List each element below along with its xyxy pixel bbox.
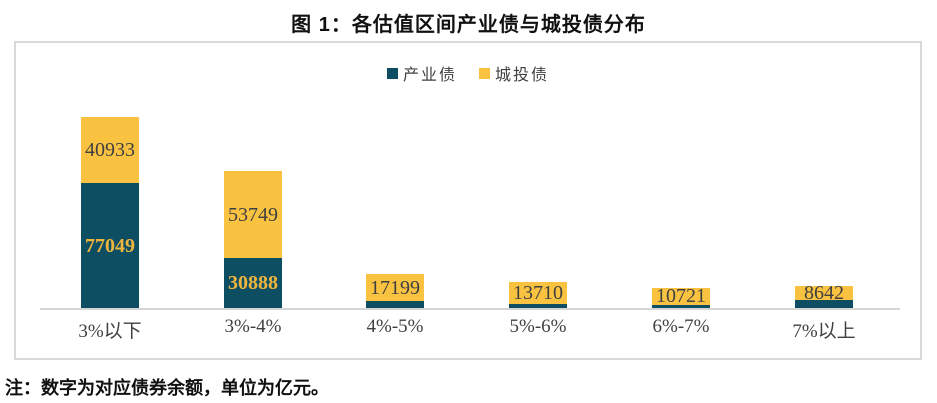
figure-title: 图 1：各估值区间产业债与城投债分布 (291, 14, 646, 36)
x-axis-label-7%以上: 7%以上 (792, 321, 856, 342)
segment-城投债: 17199 (366, 273, 424, 302)
data-label-城投债: 13710 (513, 281, 563, 304)
data-label-城投债: 53749 (228, 203, 278, 226)
x-axis-line (40, 308, 900, 310)
x-axis-label-6%-7%: 6%-7% (652, 316, 710, 337)
segment-产业债 (366, 301, 424, 308)
segment-产业债 (795, 299, 853, 308)
legend-swatch-industrial-bond (386, 67, 398, 79)
x-axis-label-4%-5%: 4%-5% (366, 316, 424, 337)
bar-5%-6%: 13710 (509, 281, 567, 308)
legend-item-urban-investment-bond: 城投债 (479, 61, 549, 85)
x-axis-label-5%-6%: 5%-6% (509, 316, 567, 337)
bar-7%以上: 8642 (795, 281, 853, 308)
segment-产业债: 77049 (81, 183, 139, 308)
segment-产业债 (509, 304, 567, 308)
data-label-城投债: 17199 (370, 276, 420, 299)
bar-6%-7%: 10721 (652, 285, 710, 308)
bar-4%-5%: 17199 (366, 273, 424, 308)
x-axis-label-3%以下: 3%以下 (78, 321, 142, 342)
figure-note: 注：数字为对应债券余额，单位为亿元。 (5, 378, 329, 398)
segment-城投债: 10721 (652, 285, 710, 308)
data-label-产业债: 77049 (85, 234, 135, 257)
legend-item-industrial-bond: 产业债 (386, 61, 457, 85)
legend-swatch-urban-investment-bond (479, 67, 490, 79)
bars-layer: 40933 77049 53749 30888 17199 13710 10721 8642 (16, 43, 920, 308)
segment-产业债 (652, 304, 710, 308)
segment-城投债: 40933 (81, 117, 139, 184)
segment-产业债: 30888 (224, 258, 282, 308)
bar-3%-4%: 53749 30888 (224, 171, 282, 308)
data-label-城投债: 40933 (85, 139, 135, 162)
data-label-产业债: 30888 (228, 272, 278, 294)
segment-城投债: 13710 (509, 281, 567, 304)
segment-城投债: 8642 (795, 281, 853, 304)
segment-城投债: 53749 (224, 171, 282, 258)
data-label-城投债: 8642 (804, 281, 844, 304)
chart-legend: 产业债 城投债 (16, 61, 920, 85)
legend-label-urban-investment-bond: 城投债 (495, 67, 550, 84)
legend-label-industrial-bond: 产业债 (402, 67, 457, 84)
data-label-城投债: 10721 (656, 285, 706, 308)
bar-3%以下: 40933 77049 (81, 117, 139, 308)
x-axis-label-3%-4%: 3%-4% (224, 316, 282, 337)
chart-area: 产业债 城投债 40933 77049 53749 30888 17199 13710 10… (14, 41, 922, 360)
